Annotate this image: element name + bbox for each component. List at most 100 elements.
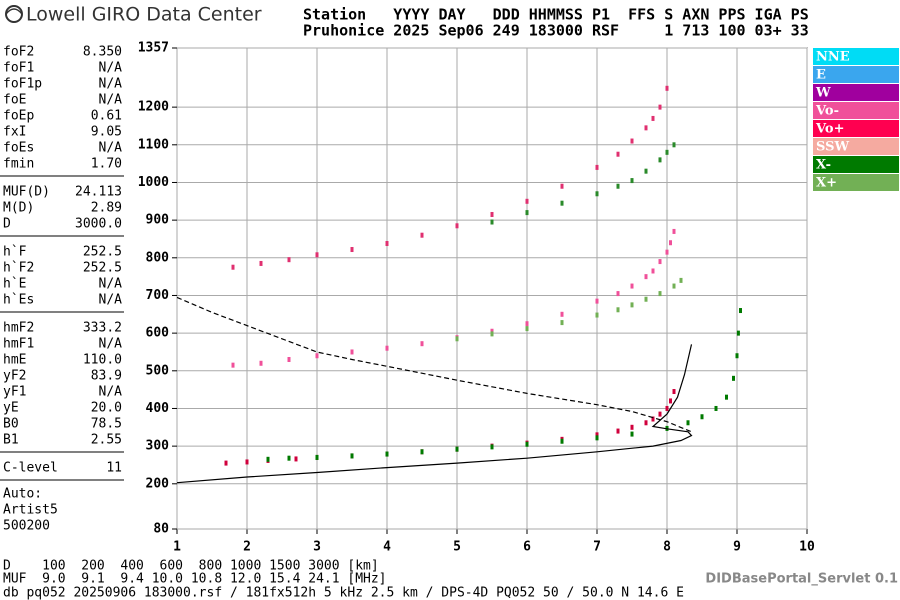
echo-point	[616, 291, 620, 297]
echo-point	[560, 438, 564, 444]
param-name: yF1	[3, 385, 26, 400]
legend-label: SSW	[816, 140, 849, 155]
param-value: N/A	[99, 385, 123, 400]
echo-point	[651, 268, 655, 274]
legend-label: E	[816, 68, 826, 83]
param-name: fmin	[3, 157, 34, 172]
echo-point	[679, 277, 683, 283]
echo-point	[259, 360, 263, 366]
param-name: yE	[3, 401, 19, 416]
echo-point	[725, 394, 728, 400]
y-tick-label: 80	[153, 522, 169, 537]
legend-swatch	[813, 102, 899, 119]
footer-info: db pq052 20250906 183000.rsf / 181fx512h…	[3, 586, 684, 600]
echo-point	[490, 211, 494, 217]
param-value: 24.113	[75, 185, 122, 200]
echo-point	[595, 435, 599, 441]
param-value: 1.70	[91, 157, 122, 172]
param-name: h`F	[3, 245, 27, 260]
echo-point	[385, 240, 389, 246]
echo-point	[315, 252, 319, 258]
echo-point	[616, 151, 620, 157]
logo	[5, 5, 23, 23]
echo-point	[560, 320, 564, 326]
echo-point	[231, 362, 235, 368]
echo-point	[455, 336, 459, 342]
echo-point	[350, 349, 354, 355]
servlet-label: DIDBasePortal_Servlet 0.1	[705, 572, 898, 587]
y-tick-label: 200	[146, 476, 170, 491]
y-tick-label: 400	[146, 401, 170, 416]
echo-point	[658, 157, 662, 163]
echo-point	[616, 428, 620, 434]
param-name: foF2	[3, 45, 34, 60]
echo-point	[651, 416, 655, 422]
param-value: 3000.0	[75, 217, 122, 232]
param-name: fxI	[3, 125, 26, 140]
legend-label: W	[815, 86, 831, 101]
echo-point	[630, 178, 634, 184]
echo-point	[630, 424, 634, 430]
echo-point	[665, 405, 669, 411]
y-tick-label: 800	[146, 250, 170, 265]
echo-point	[525, 210, 529, 216]
echo-point	[224, 460, 228, 466]
echo-point	[525, 198, 529, 204]
param-value: 8.350	[83, 45, 122, 60]
param-value: 83.9	[91, 369, 122, 384]
echo-point	[616, 307, 620, 313]
param-value: 0.61	[91, 109, 122, 124]
param-value: 252.5	[83, 261, 122, 276]
echo-point	[665, 149, 669, 155]
echo-point	[420, 232, 424, 238]
echo-point	[651, 115, 655, 121]
echo-point	[644, 420, 648, 426]
param-value: N/A	[99, 77, 123, 92]
echo-point	[644, 274, 648, 280]
echo-point	[658, 291, 662, 297]
echo-point	[315, 353, 319, 359]
echo-point	[525, 441, 529, 447]
legend-label: X+	[816, 176, 837, 191]
echo-point	[658, 104, 662, 110]
x-tick-label: 4	[383, 540, 391, 555]
echo-point	[350, 453, 354, 459]
echo-point	[595, 164, 599, 170]
footer-muf: MUF 9.0 9.1 9.4 10.0 10.8 12.0 15.4 24.1…	[3, 572, 387, 587]
plot-frame	[176, 47, 808, 530]
x-tick-label: 5	[453, 540, 461, 555]
echo-point	[739, 308, 742, 314]
param-value: 252.5	[83, 245, 122, 260]
echo-point	[732, 375, 735, 381]
echo-point	[672, 228, 676, 234]
echo-point	[630, 283, 634, 289]
param-value: 110.0	[83, 353, 122, 368]
param-name: h`Es	[3, 293, 34, 308]
echo-point	[490, 219, 494, 225]
echo-point	[455, 446, 459, 452]
echo-point	[525, 326, 529, 332]
echo-point	[672, 142, 676, 148]
param-name: B0	[3, 417, 19, 432]
x-tick-label: 9	[733, 540, 741, 555]
param-value: N/A	[99, 61, 123, 76]
autoscaling-label: Artist5	[3, 503, 58, 518]
echo-point	[266, 456, 270, 462]
echo-point	[385, 345, 389, 351]
header-values: Pruhonice 2025 Sep06 249 183000 RSF 1 71…	[303, 22, 809, 40]
legend-swatch	[813, 156, 899, 173]
echo-point	[595, 312, 599, 318]
echo-point	[714, 405, 718, 411]
param-name: D	[3, 217, 11, 232]
legend-swatch	[813, 120, 899, 137]
footer-d: D 100 200 400 600 800 1000 1500 3000 [km…	[3, 559, 379, 574]
echo-point	[595, 432, 599, 438]
param-value: 78.5	[91, 417, 122, 432]
y-tick-label: 1357	[138, 41, 169, 56]
legend-label: Vo+	[815, 122, 844, 137]
echo-point	[644, 168, 648, 174]
y-tick-label: 500	[146, 363, 170, 378]
echo-point	[287, 257, 291, 263]
echo-point	[490, 444, 494, 450]
